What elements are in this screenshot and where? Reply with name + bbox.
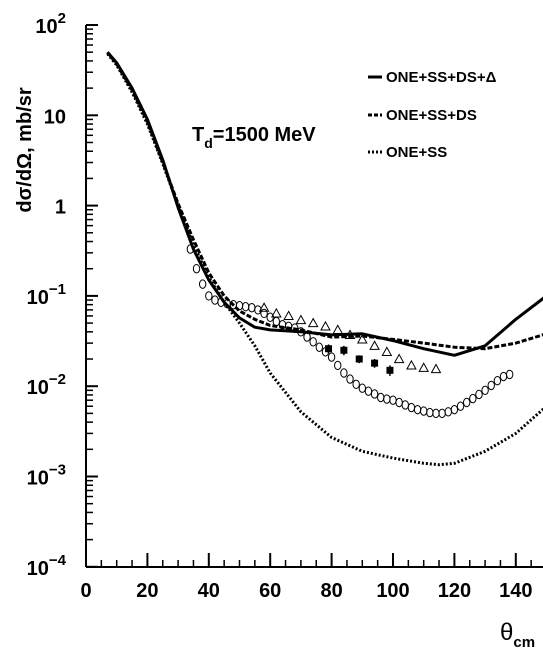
data-point-triangle: [283, 310, 294, 321]
data-point-circle: [198, 279, 207, 289]
data-point-square: [371, 359, 379, 367]
data-point-circle: [487, 380, 495, 391]
y-tick-label-base: 10: [27, 468, 49, 490]
data-point-circle: [327, 352, 336, 362]
x-tick-label: 20: [136, 580, 158, 602]
y-tick-label-base: 10: [35, 16, 57, 38]
y-tick-label-base: 10: [44, 106, 66, 128]
data-point-circle: [358, 383, 366, 393]
data-point-square: [386, 366, 394, 374]
data-point-triangle: [381, 346, 393, 356]
y-tick-label: 10: [44, 106, 66, 128]
y-tick-label-base: 10: [27, 558, 49, 580]
data-point-triangle: [418, 362, 430, 372]
y-tick-label: 10−1: [27, 281, 66, 309]
data-point-square: [355, 355, 363, 363]
data-point-circle: [205, 291, 213, 301]
data-point-square: [340, 346, 348, 354]
data-point-triangle: [406, 359, 417, 370]
theory-curves: [106, 51, 543, 467]
y-tick-label-exponent: −1: [49, 281, 66, 298]
data-point-triangle: [307, 317, 319, 328]
legend-label-dotted: ONE+SS: [386, 144, 447, 161]
y-tick-label-exponent: −3: [49, 462, 66, 479]
energy-annotation-main: T: [192, 124, 204, 146]
y-tick-label: 10−4: [27, 552, 67, 580]
data-point-circle: [352, 379, 360, 389]
y-tick-label-base: 10: [27, 287, 49, 309]
data-point-circle: [370, 389, 379, 399]
data-point-circle: [334, 360, 342, 371]
x-tick-label: 60: [259, 580, 281, 602]
data-point-circle: [309, 337, 317, 347]
data-point-circle: [469, 393, 477, 404]
curve-one-ss: [106, 52, 543, 467]
data-point-circle: [315, 342, 324, 352]
y-tick-label-base: 1: [55, 197, 66, 219]
energy-annotation-sub: d: [204, 135, 213, 151]
data-point-circle: [192, 264, 201, 274]
energy-annotation-rest: =1500 MeV: [213, 124, 317, 146]
y-tick-label-base: 10: [27, 377, 49, 399]
data-point-circle: [186, 244, 195, 254]
data-point-triangle: [295, 314, 307, 325]
data-point-circle: [291, 323, 299, 333]
data-point-triangle: [430, 363, 442, 374]
x-tick-label: 140: [499, 580, 532, 602]
data-point-circle: [481, 385, 489, 396]
data-points: [186, 244, 514, 419]
x-axis-title: θcm: [500, 619, 535, 651]
data-point-circle: [340, 368, 348, 378]
data-point-circle: [475, 389, 483, 400]
data-point-circle: [254, 305, 262, 315]
data-point-square: [325, 345, 333, 353]
data-point-circle: [297, 327, 305, 337]
data-point-circle: [260, 308, 268, 319]
data-point-triangle: [369, 340, 380, 350]
data-point-circle: [303, 332, 311, 342]
y-tick-label-exponent: 2: [58, 10, 66, 27]
data-point-triangle: [270, 307, 282, 318]
y-tick-label-exponent: −2: [49, 371, 66, 388]
x-tick-label: 0: [80, 580, 91, 602]
data-point-triangle: [344, 329, 356, 339]
data-point-triangle: [393, 353, 405, 364]
plot-area: [106, 51, 543, 467]
data-point-circle: [450, 404, 459, 415]
axis-ticks: [85, 24, 532, 568]
x-tick-label: 80: [320, 580, 342, 602]
data-point-triangle: [356, 333, 368, 344]
y-tick-label: 10−2: [27, 371, 66, 399]
legend-label-solid: ONE+SS+DS+Δ: [386, 69, 497, 86]
y-tick-label-exponent: −4: [49, 552, 67, 569]
y-tick-label: 1: [55, 197, 66, 219]
x-tick-label: 120: [438, 580, 471, 602]
data-point-circle: [462, 397, 471, 408]
x-tick-label: 40: [198, 580, 220, 602]
y-axis-title: dσ/dΩ, mb/sr: [14, 87, 36, 213]
y-tick-label: 10−3: [27, 462, 66, 490]
data-point-triangle: [258, 302, 270, 312]
data-point-circle: [493, 376, 502, 386]
data-point-circle: [505, 369, 514, 380]
y-tick-label: 102: [35, 10, 66, 38]
legend: ONE+SS+DS+Δ ONE+SS+DS ONE+SS: [368, 69, 497, 161]
data-point-circle: [346, 374, 354, 384]
x-axis-title-main: θ: [500, 619, 513, 646]
data-point-circle: [456, 401, 465, 411]
data-point-triangle: [320, 320, 331, 331]
x-tick-labels: 0 20 40 60 80 100 120 140: [80, 580, 532, 602]
energy-annotation: Td=1500 MeV: [192, 124, 316, 151]
legend-label-dashed: ONE+SS+DS: [386, 107, 477, 124]
x-axis-title-sub: cm: [513, 634, 535, 651]
data-point-triangle: [332, 324, 344, 335]
x-tick-label: 100: [376, 580, 409, 602]
